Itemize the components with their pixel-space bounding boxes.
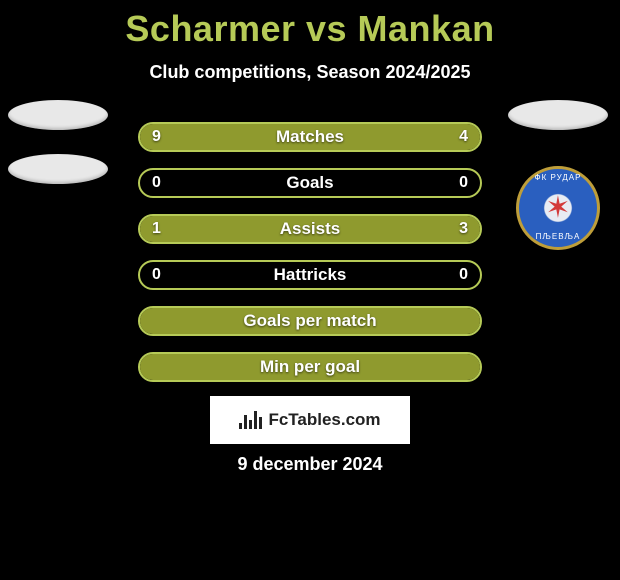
placeholder-ellipse [508, 100, 608, 130]
stats-panel: 9Matches40Goals01Assists30Hattricks0Goal… [138, 122, 482, 398]
left-player-badge [8, 100, 108, 200]
crest-text-bottom: ПЉЕВЉА [519, 232, 597, 241]
stat-label: Hattricks [140, 265, 480, 285]
page-subtitle: Club competitions, Season 2024/2025 [0, 62, 620, 83]
attribution-label: FcTables.com [268, 410, 380, 430]
attribution-box: FcTables.com [210, 396, 410, 444]
crest-text-top: ФК РУДАР [519, 173, 597, 182]
stat-value-right: 4 [448, 128, 468, 146]
stat-row: 0Goals0 [138, 168, 482, 198]
stat-value-right: 3 [448, 220, 468, 238]
stat-row: Goals per match [138, 306, 482, 336]
stat-value-right: 0 [448, 266, 468, 284]
stat-row: 0Hattricks0 [138, 260, 482, 290]
stat-row: 1Assists3 [138, 214, 482, 244]
stat-value-right: 0 [448, 174, 468, 192]
stat-label: Assists [140, 219, 480, 239]
page-title: Scharmer vs Mankan [0, 0, 620, 50]
placeholder-ellipse [8, 154, 108, 184]
placeholder-ellipse [8, 100, 108, 130]
bars-icon [239, 411, 262, 429]
stat-row: 9Matches4 [138, 122, 482, 152]
crest-star-icon: ✶ [545, 191, 570, 226]
date-label: 9 december 2024 [0, 454, 620, 475]
club-crest: ФК РУДАР ✶ ПЉЕВЉА [516, 166, 600, 250]
stat-label: Matches [140, 127, 480, 147]
stat-label: Goals per match [140, 311, 480, 331]
stat-label: Min per goal [140, 357, 480, 377]
stat-row: Min per goal [138, 352, 482, 382]
right-player-badge: ФК РУДАР ✶ ПЉЕВЉА [508, 100, 608, 200]
stat-label: Goals [140, 173, 480, 193]
